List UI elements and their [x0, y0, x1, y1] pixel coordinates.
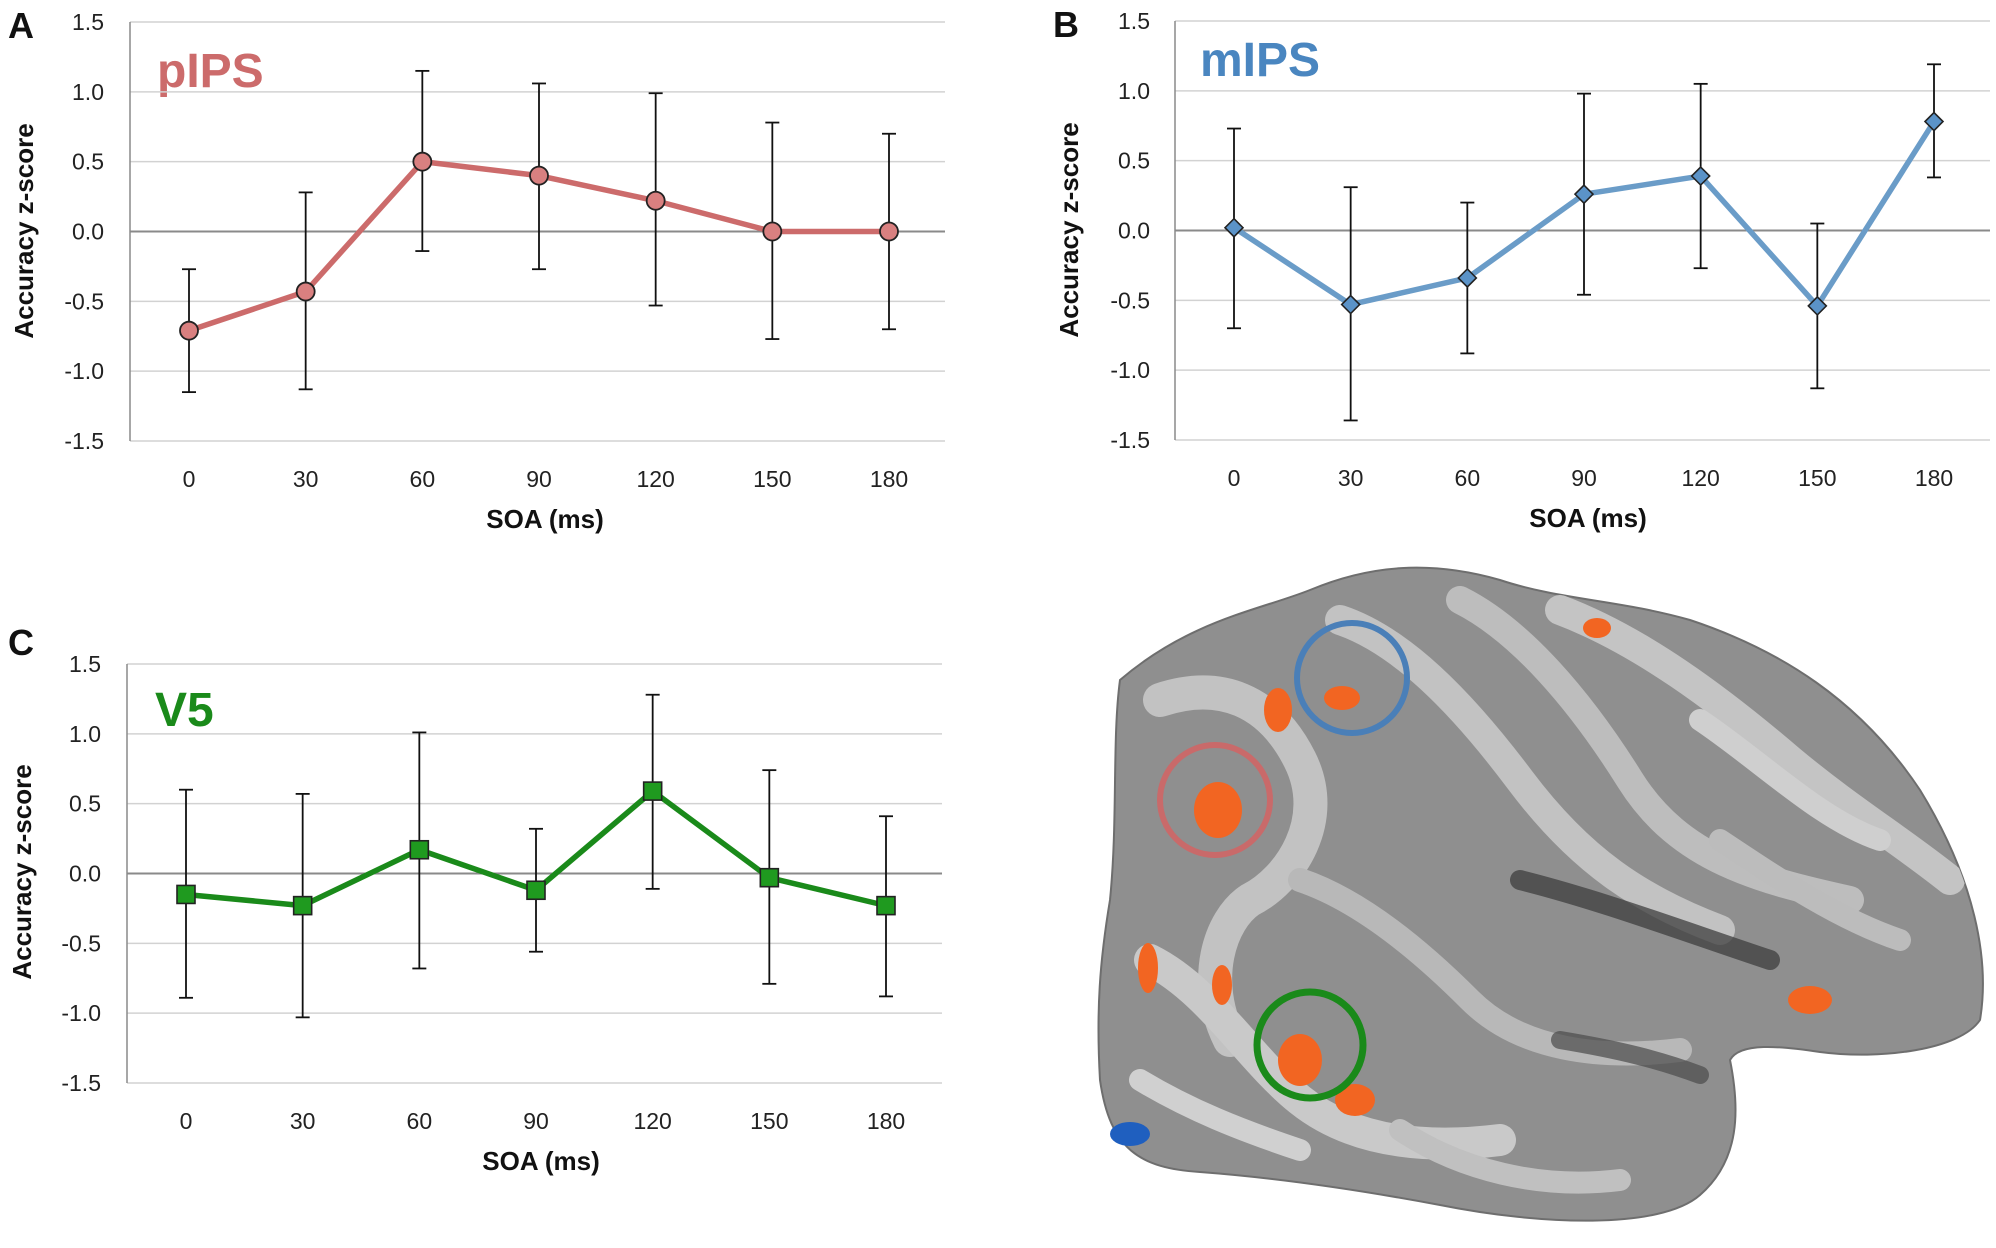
data-point	[762, 221, 783, 242]
x-axis-label: SOA (ms)	[486, 504, 604, 534]
y-tick-label: -1.0	[61, 1000, 101, 1026]
brain-surface-image	[1097, 566, 1984, 1222]
y-tick-labels: 1.5 1.0 0.5 0.0 -0.5 -1.0 -1.5	[64, 9, 104, 454]
data-markers	[176, 781, 896, 916]
y-tick-label: -0.5	[1110, 287, 1150, 313]
data-point	[409, 839, 430, 860]
gridlines	[129, 21, 945, 442]
y-tick-label: 0.0	[69, 861, 101, 887]
x-tick-label: 180	[870, 466, 908, 492]
y-tick-label: 0.0	[72, 219, 104, 245]
y-tick-label: 0.5	[72, 149, 104, 175]
roi-circle-mips	[1294, 620, 1410, 736]
y-tick-labels: 1.5 1.0 0.5 0.0 -0.5 -1.0 -1.5	[61, 651, 101, 1096]
panel-letter: C	[8, 622, 34, 663]
panel-c: C V5 1.5 1.0 0.5 0.0 -0.5 -1.0 -1.5 0 30 60 90 120…	[7, 622, 942, 1176]
data-point	[292, 895, 313, 916]
region-title: mIPS	[1200, 34, 1320, 87]
data-point	[879, 221, 899, 242]
x-tick-label: 150	[750, 1108, 788, 1134]
data-point	[526, 880, 546, 901]
y-tick-label: 1.5	[69, 651, 101, 677]
panel-letter: A	[8, 5, 34, 46]
x-tick-label: 120	[633, 1108, 671, 1134]
data-point	[1457, 267, 1478, 289]
x-tick-labels: 0 30 60 90 120 150 180	[183, 466, 909, 492]
gridlines	[126, 663, 942, 1084]
panel-b: B mIPS 1.5 1.0 0.5 0.0 -0.5 -1.0 -1.5 0 30 60 90 1…	[1053, 4, 1990, 533]
y-tick-labels: 1.5 1.0 0.5 0.0 -0.5 -1.0 -1.5	[1110, 8, 1150, 453]
y-tick-label: -1.0	[1110, 357, 1150, 383]
data-point	[295, 281, 316, 302]
y-tick-label: -0.5	[61, 930, 101, 956]
x-tick-label: 60	[1455, 465, 1481, 491]
y-tick-label: -1.5	[1110, 427, 1150, 453]
y-tick-label: 1.5	[1118, 8, 1150, 34]
data-point	[412, 151, 433, 172]
data-markers	[179, 151, 899, 341]
y-tick-label: -1.5	[64, 428, 104, 454]
data-point	[1573, 184, 1595, 205]
x-tick-label: 60	[407, 1108, 433, 1134]
x-tick-label: 90	[523, 1108, 549, 1134]
data-point	[529, 165, 549, 186]
panel-a: A pIPS 1.5 1.0 0.5 0.0 -0.5 -1.0 -1.5 0 30 60 90 1…	[8, 5, 945, 534]
region-title: pIPS	[157, 45, 264, 98]
y-tick-label: 1.0	[1118, 78, 1150, 104]
x-tick-label: 150	[1798, 465, 1836, 491]
y-tick-label: 0.5	[69, 791, 101, 817]
activation-blobs	[1110, 618, 1832, 1146]
data-markers	[1223, 111, 1945, 317]
data-point	[1690, 165, 1711, 187]
data-point	[1340, 294, 1361, 315]
error-bars	[179, 693, 893, 1019]
x-tick-label: 150	[753, 466, 791, 492]
y-tick-label: 1.5	[72, 9, 104, 35]
x-axis-label: SOA (ms)	[1529, 503, 1647, 533]
y-tick-label: -0.5	[64, 288, 104, 314]
y-tick-label: 1.0	[72, 79, 104, 105]
x-tick-labels: 0 30 60 90 120 150 180	[1228, 465, 1954, 491]
x-tick-label: 120	[1681, 465, 1719, 491]
data-point	[179, 320, 199, 341]
x-tick-label: 0	[180, 1108, 193, 1134]
sulcal-pattern	[1129, 586, 1965, 1194]
data-point	[1807, 295, 1828, 317]
x-tick-label: 0	[183, 466, 196, 492]
data-point	[642, 781, 663, 801]
y-tick-label: -1.0	[64, 358, 104, 384]
y-tick-label: 0.0	[1118, 218, 1150, 244]
panel-letter: B	[1053, 4, 1079, 45]
region-title: V5	[155, 684, 214, 737]
data-point	[876, 895, 896, 916]
roi-circle-v5	[1253, 988, 1367, 1102]
y-tick-label: 1.0	[69, 721, 101, 747]
x-tick-label: 120	[636, 466, 674, 492]
x-tick-label: 30	[1338, 465, 1364, 491]
data-point	[759, 867, 780, 888]
y-tick-label: -1.5	[61, 1070, 101, 1096]
y-axis-label: Accuracy z-score	[9, 123, 39, 338]
x-tick-label: 180	[867, 1108, 905, 1134]
y-tick-label: 0.5	[1118, 148, 1150, 174]
x-tick-label: 90	[526, 466, 552, 492]
data-point	[645, 190, 666, 211]
data-point	[1923, 111, 1945, 132]
gridlines	[1174, 20, 1990, 441]
x-tick-label: 90	[1571, 465, 1597, 491]
x-axis-label: SOA (ms)	[482, 1146, 600, 1176]
x-tick-label: 180	[1915, 465, 1953, 491]
x-tick-label: 30	[293, 466, 319, 492]
data-point	[176, 884, 196, 905]
x-tick-label: 60	[410, 466, 436, 492]
x-tick-labels: 0 30 60 90 120 150 180	[180, 1108, 906, 1134]
roi-circle-pips	[1157, 742, 1273, 858]
x-tick-label: 30	[290, 1108, 316, 1134]
x-tick-label: 0	[1228, 465, 1241, 491]
y-axis-label: Accuracy z-score	[1054, 122, 1084, 337]
y-axis-label: Accuracy z-score	[7, 764, 37, 979]
data-point	[1223, 217, 1245, 238]
error-bars	[1227, 63, 1941, 422]
